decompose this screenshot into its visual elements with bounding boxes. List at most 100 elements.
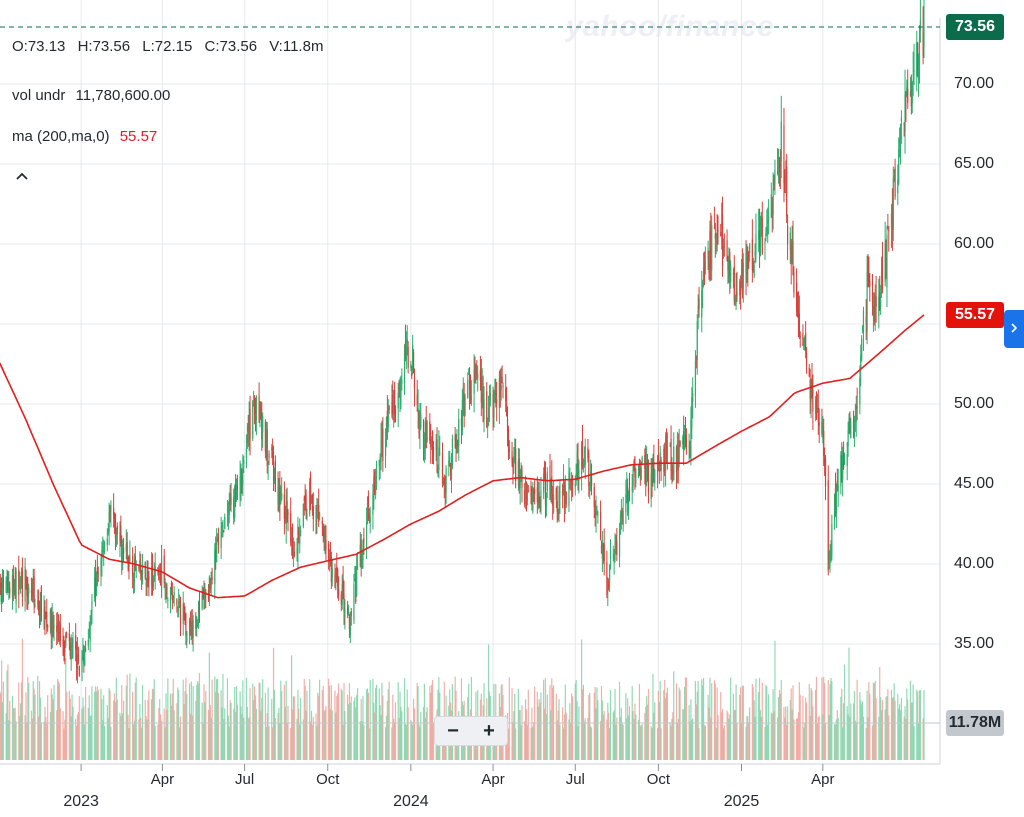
volume-bar [223, 719, 225, 760]
zoom-in-button[interactable]: + [483, 720, 495, 742]
candle-body [675, 447, 678, 473]
candle-body [344, 608, 346, 617]
volume-bar [905, 718, 907, 760]
volume-bar [770, 712, 772, 760]
candle-body [745, 253, 747, 275]
volume-bar [665, 692, 668, 760]
candle-body [517, 461, 519, 481]
candle-body [245, 448, 248, 458]
candle-body [888, 230, 890, 232]
volume-bar [38, 716, 40, 760]
candle-body [557, 508, 559, 511]
volume-bar [44, 706, 46, 760]
candle-body [487, 420, 489, 428]
volume-bar [745, 726, 747, 760]
volume-bar [673, 671, 675, 760]
moving-average [0, 314, 925, 599]
candle-body [165, 592, 167, 594]
candle-body [805, 353, 808, 366]
volume-bar [347, 704, 350, 760]
volume-bar [821, 677, 823, 760]
volume-bar [577, 726, 579, 760]
candle-body [164, 587, 166, 590]
candle-body [45, 617, 47, 619]
candle-body [660, 460, 662, 471]
volume-bar [538, 699, 540, 760]
zoom-out-button[interactable]: − [447, 720, 459, 742]
volume-bar [337, 683, 340, 760]
volume-bar [922, 718, 924, 760]
candle-body [43, 608, 45, 627]
volume-bar [309, 679, 311, 760]
volume-study-legend[interactable]: vol undr 11,780,600.00 [12, 87, 170, 104]
volume-bar [76, 714, 79, 760]
candle-body [868, 273, 870, 283]
volume-bar [873, 683, 875, 760]
volume-bar [607, 702, 609, 760]
ma-study-legend[interactable]: ma (200,ma,0) 55.57 [12, 128, 157, 145]
volume-bar [859, 692, 861, 760]
volume-bar [328, 678, 330, 760]
volume-bar [581, 689, 584, 760]
volume-bar [115, 677, 117, 760]
candle-body [330, 556, 332, 582]
candle-body [766, 226, 768, 234]
volume-bar [88, 695, 90, 760]
candle-body [741, 265, 744, 291]
candle-body [285, 503, 287, 530]
candle-body [537, 494, 539, 498]
candle-body [460, 418, 463, 426]
candle-body [609, 550, 612, 559]
candle-body [454, 436, 456, 441]
candle-body [277, 486, 279, 504]
candle-body [37, 600, 39, 605]
low-key: L: [142, 38, 155, 55]
candle-body [656, 459, 659, 472]
candle-body [734, 296, 736, 305]
candle-body [129, 555, 131, 562]
candle-body [823, 431, 825, 457]
volume-bar [240, 706, 242, 760]
candle-body [49, 609, 51, 628]
candle-body [312, 506, 314, 520]
chevron-right-icon[interactable] [1004, 310, 1024, 348]
candle-body [710, 230, 712, 269]
volume-bar [227, 715, 229, 760]
candle-body [873, 306, 875, 322]
volume-bar [116, 699, 118, 760]
time-axis-month-label: Jul [565, 771, 585, 788]
volume-bar [266, 713, 268, 760]
candle-body [492, 394, 494, 418]
volume-bar [100, 688, 102, 760]
volume-bar [679, 690, 681, 760]
candle-body [25, 570, 27, 579]
candle-body [262, 416, 264, 433]
volume-bar [291, 709, 294, 760]
candle-body [401, 379, 403, 384]
candle-body [715, 233, 717, 239]
volume-bar [222, 673, 224, 760]
volume-bar [189, 713, 192, 760]
volume-bar [178, 727, 181, 760]
candle-body [77, 654, 80, 663]
volume-bar [595, 708, 597, 760]
candle-body [622, 510, 624, 525]
candle-body [884, 243, 886, 282]
candle-body [145, 583, 147, 586]
candle-body [747, 250, 749, 269]
volume-bar [574, 683, 576, 760]
volume-bar [423, 683, 426, 760]
candle-body [140, 566, 142, 574]
candle-body [430, 439, 432, 448]
candle-body [821, 421, 823, 434]
volume-bar [660, 728, 662, 760]
candle-body [328, 543, 330, 562]
volume-bar [871, 725, 874, 760]
chevron-up-icon[interactable] [14, 168, 30, 184]
candle-body [341, 584, 343, 605]
volume-bar [154, 725, 156, 760]
volume-bar [75, 718, 77, 760]
candle-body [751, 239, 753, 271]
